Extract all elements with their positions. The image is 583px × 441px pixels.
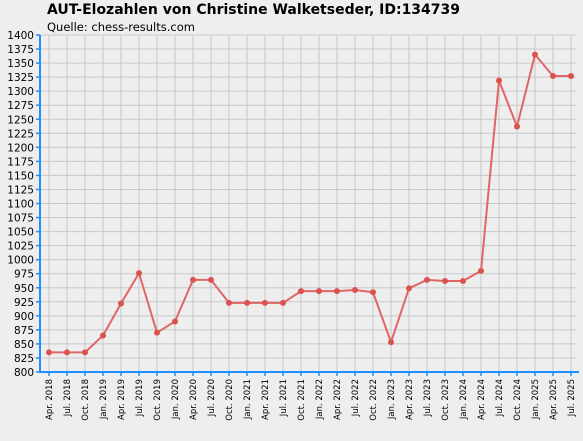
y-tick-label: 900 — [14, 311, 34, 323]
x-tick-label: Jul. 2024 — [495, 379, 505, 417]
y-tick-label: 1400 — [7, 30, 34, 42]
x-tick-label: Apr. 2025 — [549, 379, 559, 420]
data-point — [244, 299, 250, 306]
x-tick-label: Oct. 2020 — [225, 379, 235, 421]
y-tick-label: 850 — [14, 339, 34, 351]
data-point — [280, 299, 286, 306]
y-tick-label: 800 — [14, 367, 34, 379]
y-tick-label: 925 — [14, 297, 34, 309]
chart-title: AUT-Elozahlen von Christine Walketseder,… — [47, 2, 461, 18]
data-point — [64, 349, 70, 356]
x-tick-label: Jan. 2025 — [531, 379, 541, 420]
x-tick-label: Apr. 2019 — [117, 379, 127, 420]
y-tick-label: 975 — [14, 269, 34, 281]
data-point — [136, 270, 142, 277]
data-point — [352, 286, 358, 293]
data-point — [442, 278, 448, 285]
data-point — [226, 299, 232, 306]
data-point — [154, 329, 160, 336]
data-point — [478, 267, 484, 274]
y-tick-label: 1100 — [7, 199, 34, 211]
data-point — [550, 73, 556, 80]
x-tick-label: Apr. 2022 — [333, 379, 343, 420]
data-point — [46, 349, 52, 356]
series-line — [49, 53, 571, 354]
data-point — [406, 285, 412, 292]
data-point — [568, 73, 574, 80]
x-tick-label: Oct. 2023 — [441, 379, 451, 421]
x-tick-label: Apr. 2018 — [45, 379, 55, 420]
data-point — [334, 288, 340, 295]
x-tick-label: Jul. 2022 — [351, 379, 361, 417]
data-point — [172, 318, 178, 325]
y-tick-label: 1075 — [7, 213, 34, 225]
data-point — [208, 276, 214, 283]
data-point — [118, 300, 124, 307]
data-point — [388, 339, 394, 346]
y-tick-label: 1150 — [7, 170, 34, 182]
x-tick-label: Oct. 2019 — [153, 379, 163, 421]
y-tick-label: 1125 — [7, 184, 34, 196]
x-tick-label: Oct. 2022 — [369, 379, 379, 421]
y-tick-label: 1200 — [7, 142, 34, 154]
x-tick-label: Jan. 2024 — [459, 379, 469, 420]
y-tick-label: 825 — [14, 353, 34, 365]
data-point — [532, 51, 538, 58]
y-tick-label: 1050 — [7, 227, 34, 239]
y-tick-label: 1350 — [7, 58, 34, 70]
data-point — [424, 276, 430, 283]
y-tick-label: 1225 — [7, 128, 34, 140]
x-tick-label: Jul. 2020 — [207, 379, 217, 417]
data-point — [460, 278, 466, 285]
y-tick-label: 1375 — [7, 44, 34, 56]
data-point — [514, 123, 520, 130]
y-tick-label: 1175 — [7, 156, 34, 168]
y-tick-label: 1250 — [7, 114, 34, 126]
x-tick-label: Oct. 2024 — [513, 379, 523, 421]
y-tick-label: 950 — [14, 283, 34, 295]
data-point — [496, 77, 502, 84]
y-tick-label: 1325 — [7, 72, 34, 84]
x-tick-label: Apr. 2020 — [189, 379, 199, 420]
data-point — [190, 276, 196, 283]
x-tick-label: Jul. 2025 — [567, 379, 577, 417]
data-point — [262, 299, 268, 306]
x-tick-label: Jan. 2022 — [315, 379, 325, 420]
x-tick-label: Apr. 2024 — [477, 379, 487, 420]
y-tick-label: 1000 — [7, 255, 34, 267]
x-tick-label: Jul. 2021 — [279, 379, 289, 417]
data-point — [82, 349, 88, 356]
x-tick-label: Jul. 2023 — [423, 379, 433, 417]
y-tick-label: 1275 — [7, 100, 34, 112]
x-tick-label: Apr. 2023 — [405, 379, 415, 420]
x-tick-label: Jul. 2019 — [135, 379, 145, 417]
data-point — [100, 332, 106, 339]
x-tick-label: Jan. 2023 — [387, 379, 397, 420]
x-tick-label: Jan. 2021 — [243, 379, 253, 420]
data-point — [316, 288, 322, 295]
x-tick-label: Jan. 2020 — [171, 379, 181, 420]
x-tick-label: Jul. 2018 — [63, 379, 73, 417]
x-tick-label: Oct. 2018 — [81, 379, 91, 421]
chart-subtitle: Quelle: chess-results.com — [47, 20, 195, 34]
data-point — [370, 289, 376, 296]
x-tick-label: Apr. 2021 — [261, 379, 271, 420]
y-tick-label: 1300 — [7, 86, 34, 98]
y-tick-label: 875 — [14, 325, 34, 337]
x-tick-label: Oct. 2021 — [297, 379, 307, 421]
data-point — [298, 288, 304, 295]
x-tick-label: Jan. 2019 — [99, 379, 109, 420]
y-tick-label: 1025 — [7, 241, 34, 253]
